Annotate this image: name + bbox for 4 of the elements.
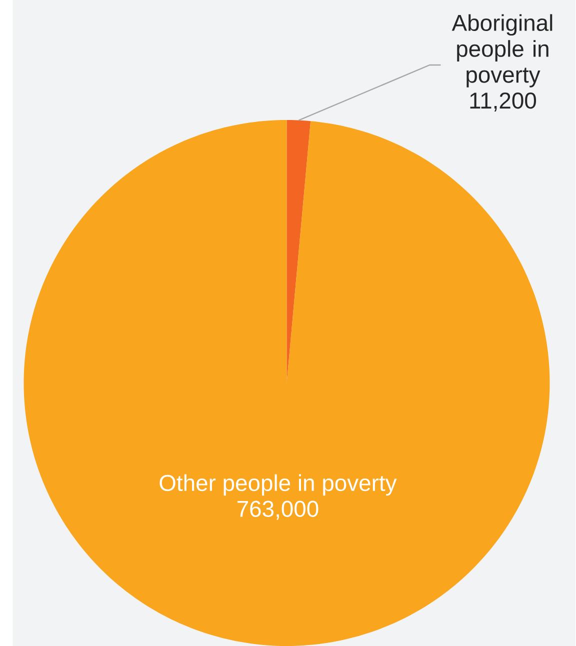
slice-label: Other people in poverty (160, 474, 397, 496)
data-label: 763,000 (238, 500, 318, 520)
data-label: 11,200 (470, 92, 536, 112)
slice-label: Aboriginal people in poverty (452, 14, 552, 88)
